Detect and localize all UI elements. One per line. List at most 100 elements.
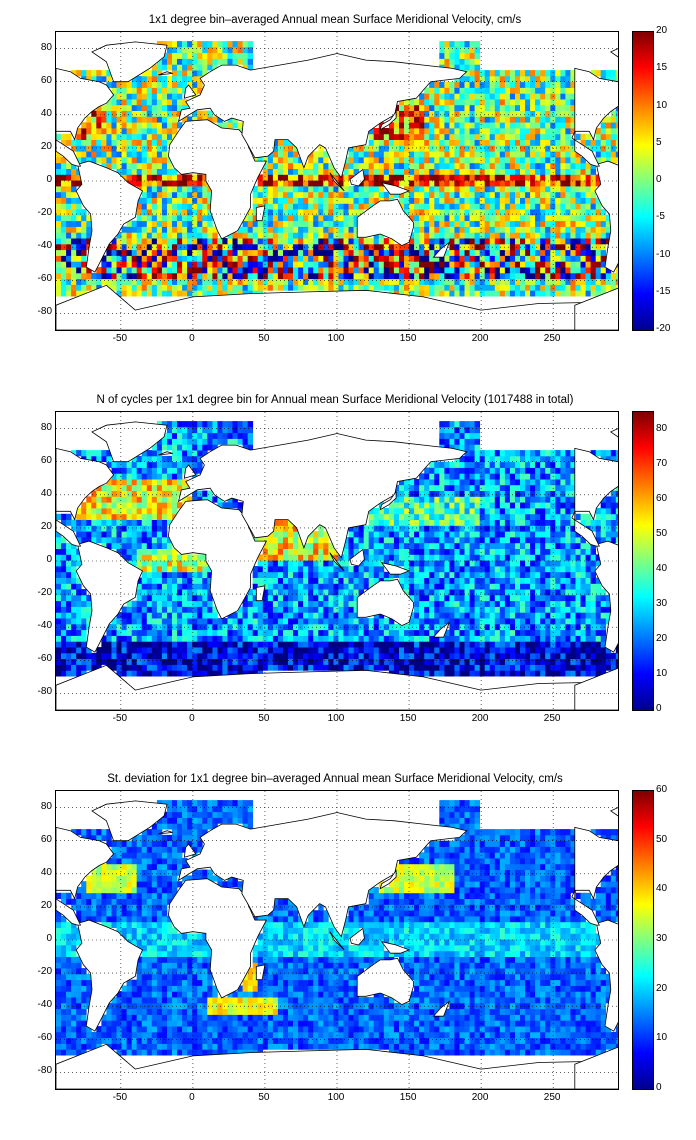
data-cell xyxy=(348,197,354,204)
data-cell xyxy=(151,104,158,111)
data-cell xyxy=(530,203,536,210)
data-cell xyxy=(207,600,213,607)
data-cell xyxy=(66,214,72,222)
data-cell xyxy=(525,284,531,291)
data-cell xyxy=(454,594,460,602)
data-cell xyxy=(252,209,259,216)
data-cell xyxy=(444,670,450,677)
data-cell xyxy=(419,122,425,129)
data-cell xyxy=(338,180,344,187)
data-cell xyxy=(419,174,425,181)
data-cell xyxy=(464,87,470,94)
data-cell xyxy=(484,641,491,648)
data-cell xyxy=(177,58,183,65)
data-cell xyxy=(131,255,138,262)
data-cell xyxy=(328,249,334,256)
data-cell xyxy=(81,255,87,262)
data-cell xyxy=(111,261,117,268)
data-cell xyxy=(126,133,132,140)
data-cell xyxy=(126,232,132,239)
data-cell xyxy=(131,93,138,100)
data-cell xyxy=(151,583,158,590)
data-cell xyxy=(81,612,87,619)
data-cell xyxy=(283,209,289,216)
data-cell xyxy=(555,174,561,181)
data-cell xyxy=(590,162,596,169)
data-cell xyxy=(136,220,143,227)
data-cell xyxy=(484,589,491,596)
data-cell xyxy=(172,203,178,210)
data-cell xyxy=(222,255,228,262)
data-cell xyxy=(459,278,465,285)
data-cell xyxy=(368,139,375,146)
data-cell xyxy=(565,133,571,140)
data-cell xyxy=(91,151,97,158)
data-cell xyxy=(464,41,470,48)
data-cell xyxy=(141,99,148,106)
data-cell xyxy=(318,168,324,175)
data-cell xyxy=(414,577,420,584)
data-cell xyxy=(156,664,163,671)
data-cell xyxy=(373,145,380,152)
data-cell xyxy=(232,41,238,48)
data-cell xyxy=(353,284,359,291)
data-cell xyxy=(277,209,284,216)
data-cell xyxy=(368,618,375,625)
data-cell xyxy=(449,168,455,175)
data-cell xyxy=(146,577,153,584)
data-cell xyxy=(494,197,501,204)
data-cell xyxy=(373,652,380,660)
data-cell xyxy=(409,116,415,123)
data-cell xyxy=(323,629,329,636)
data-cell xyxy=(257,261,264,268)
data-cell xyxy=(525,75,531,83)
data-cell xyxy=(257,191,264,198)
data-cell xyxy=(525,238,531,245)
data-cell xyxy=(429,128,435,135)
data-cell xyxy=(444,151,450,158)
data-cell xyxy=(444,203,450,210)
data-cell xyxy=(469,168,475,175)
data-cell xyxy=(151,606,158,613)
data-cell xyxy=(313,272,319,280)
data-cell xyxy=(227,243,233,251)
data-cell xyxy=(212,290,218,297)
data-cell xyxy=(161,641,168,648)
data-cell xyxy=(76,249,82,256)
data-cell xyxy=(101,70,107,77)
data-cell xyxy=(182,197,188,204)
data-cell xyxy=(515,209,521,216)
data-cell xyxy=(197,255,203,262)
data-cell xyxy=(303,623,309,631)
data-cell xyxy=(192,226,198,233)
data-cell xyxy=(353,641,359,648)
data-cell xyxy=(167,267,173,274)
data-cell xyxy=(242,594,248,602)
data-cell xyxy=(212,658,218,665)
data-cell xyxy=(570,157,576,164)
data-cell xyxy=(177,180,183,187)
data-cell xyxy=(267,629,274,636)
data-cell xyxy=(489,151,496,158)
data-cell xyxy=(207,623,213,631)
data-cell xyxy=(378,139,385,146)
colorbar-tick-label: -10 xyxy=(656,248,671,260)
data-cell xyxy=(277,635,284,642)
data-cell xyxy=(383,128,390,135)
data-cell xyxy=(575,635,581,642)
data-cell xyxy=(535,93,541,100)
data-cell xyxy=(570,589,576,596)
data-cell xyxy=(424,180,430,187)
data-cell xyxy=(590,612,596,619)
data-cell xyxy=(187,664,193,671)
data-cell xyxy=(474,186,480,193)
data-cell xyxy=(172,87,178,94)
data-cell xyxy=(177,583,183,590)
data-cell xyxy=(525,278,531,285)
data-cell xyxy=(353,589,359,596)
data-cell xyxy=(177,93,183,100)
data-cell xyxy=(288,612,294,619)
data-cell xyxy=(555,589,561,596)
data-cell xyxy=(368,284,375,291)
data-cell xyxy=(267,600,274,607)
